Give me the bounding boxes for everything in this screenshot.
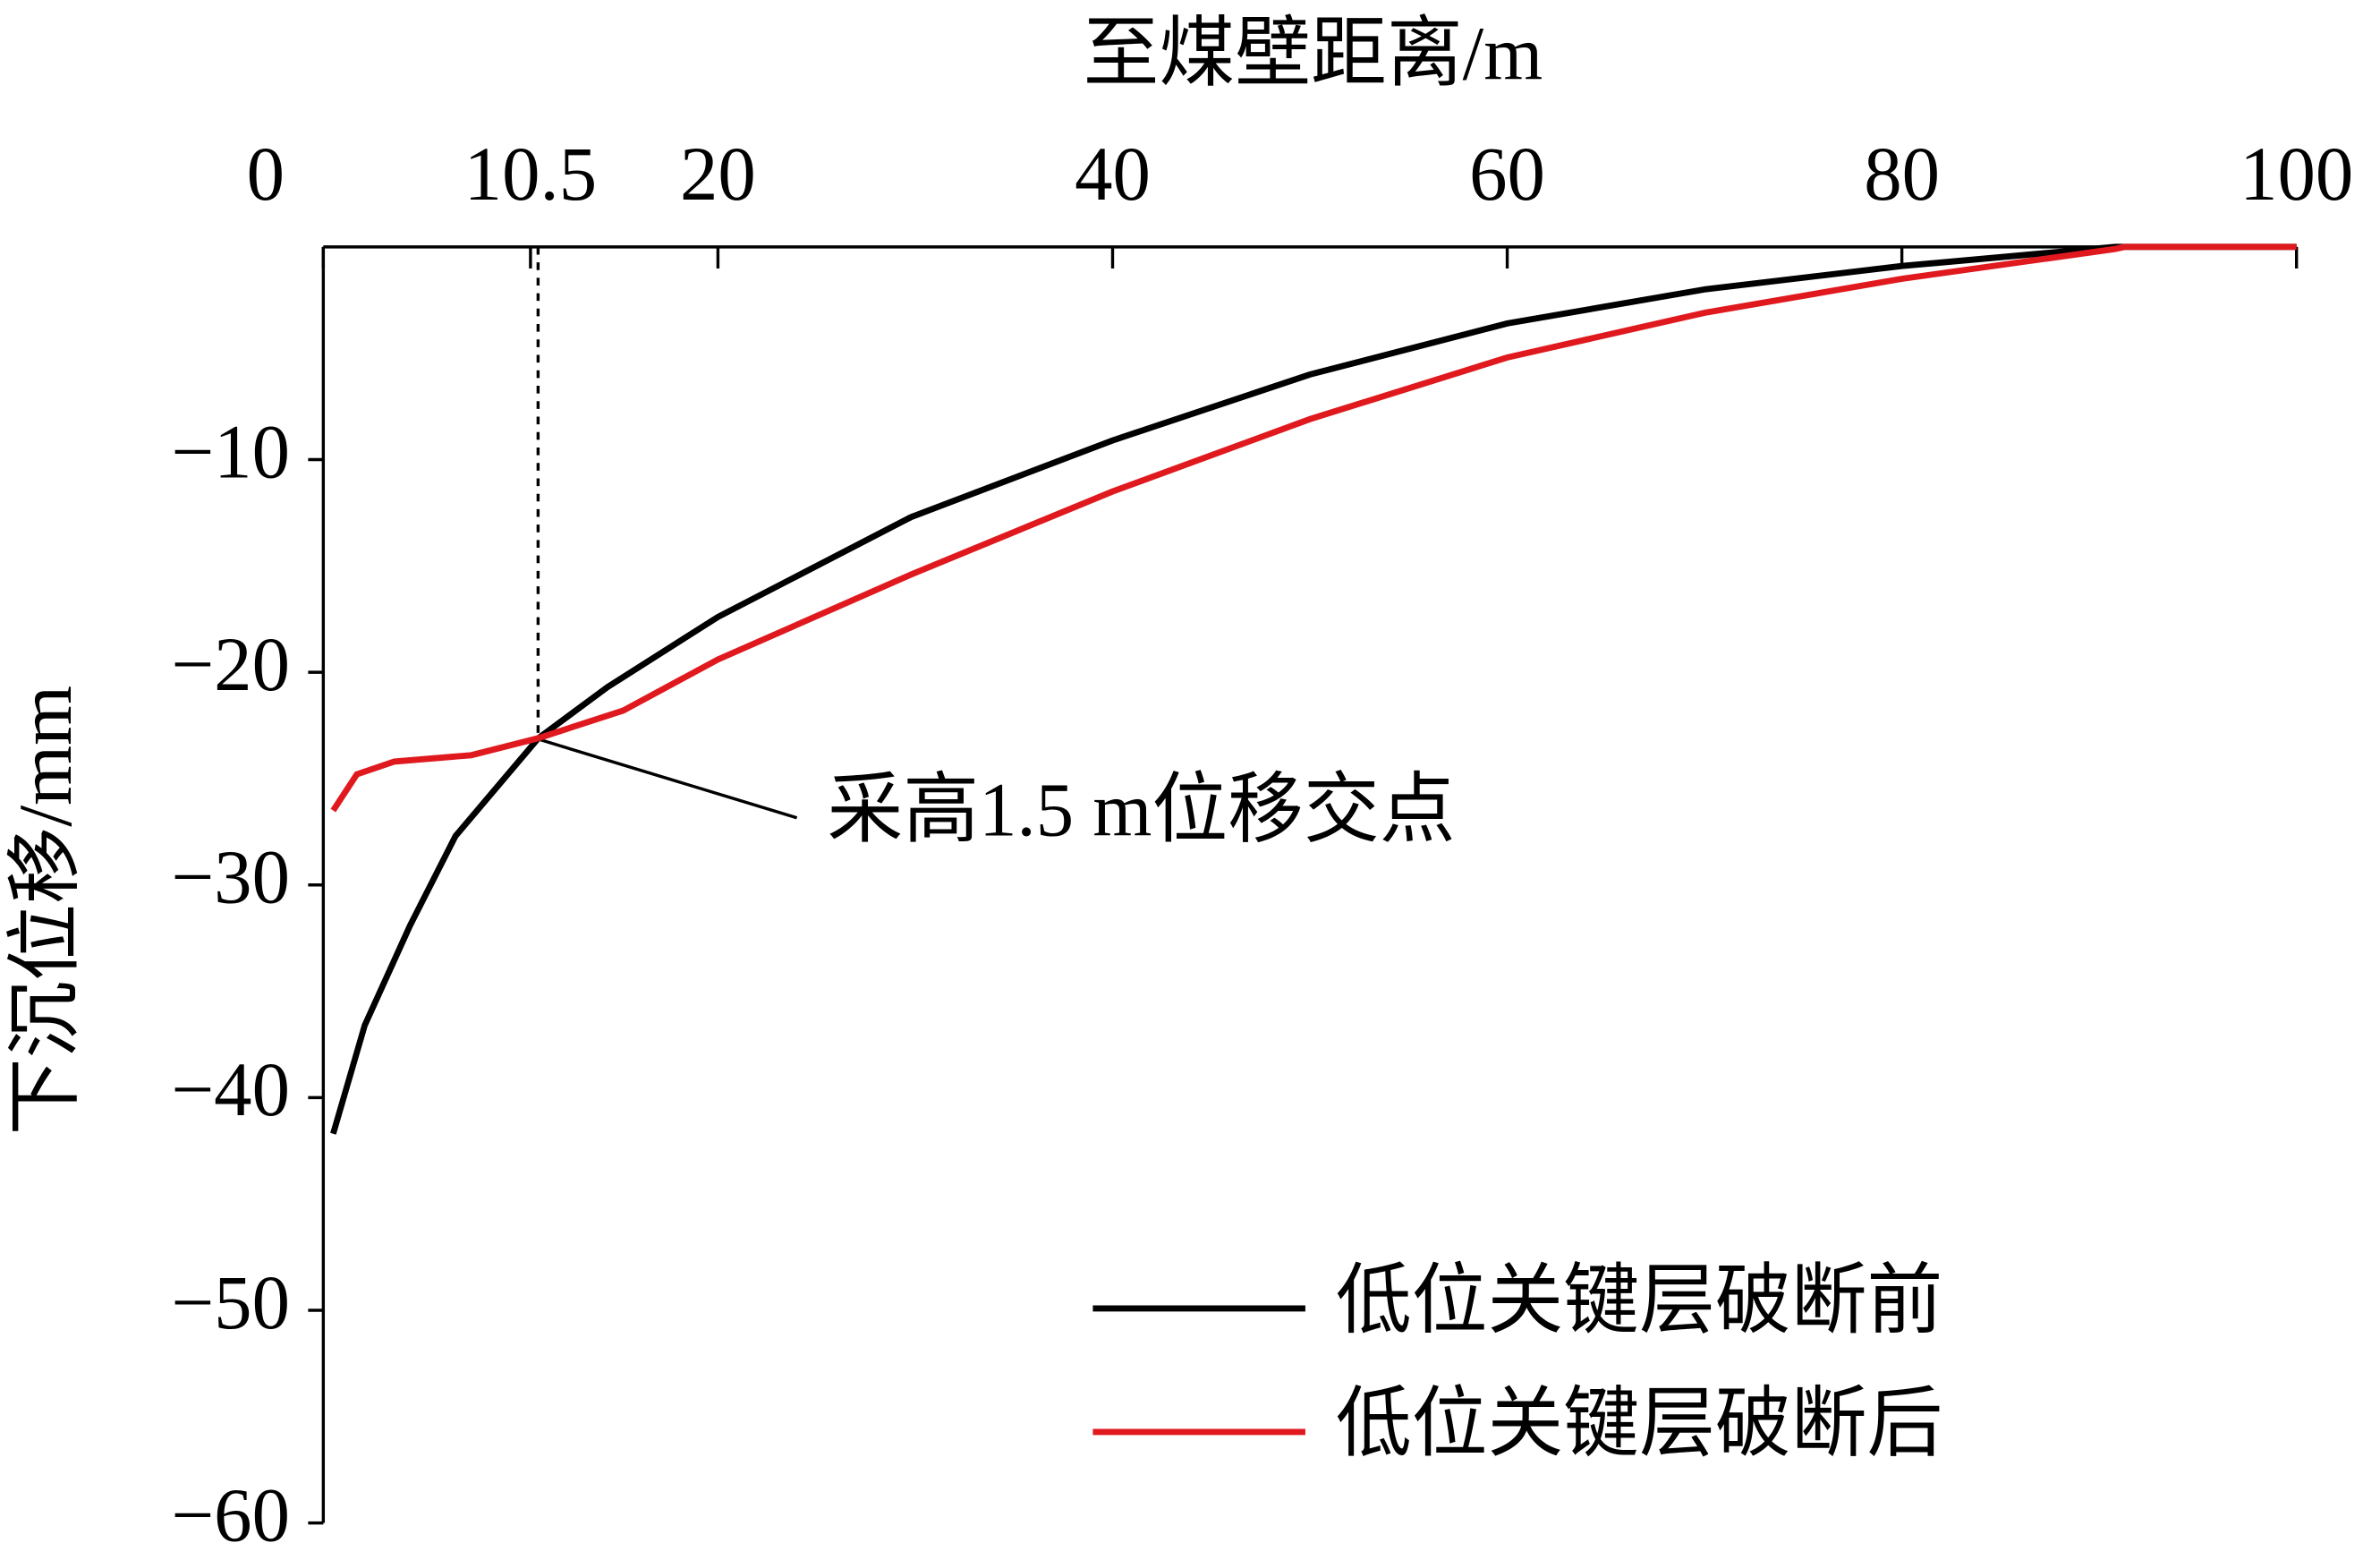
line-series: [330, 243, 2297, 813]
y-tick-label: −10: [171, 410, 290, 495]
x-tick-label: 10.5: [464, 132, 597, 217]
x-tick-label: 60: [1469, 132, 1545, 217]
x-tick-label: 80: [1864, 132, 1940, 217]
x-tick-label: 0: [247, 132, 285, 217]
annotation: 采高1.5 m位移交点: [828, 768, 1456, 853]
x-axis-title: 至煤壁距离/m: [1084, 12, 1543, 97]
y-tick-label: −60: [171, 1473, 290, 1558]
leader-line: [534, 737, 798, 820]
x-tick-label: 20: [680, 132, 756, 217]
x-tick-label: 100: [2240, 132, 2353, 217]
x-tick-label: 40: [1075, 132, 1151, 217]
y-tick-label: −30: [171, 835, 290, 920]
y-tick-label: −40: [171, 1048, 290, 1133]
y-axis-title: 下沉位移/mm: [4, 686, 87, 1136]
legend-label: 低位关键层破断后: [1336, 1382, 1942, 1467]
legend-label: 低位关键层破断前: [1336, 1258, 1942, 1343]
y-tick-label: −50: [171, 1260, 290, 1345]
y-tick-label: −20: [171, 622, 290, 707]
line-series: [330, 243, 2297, 1135]
